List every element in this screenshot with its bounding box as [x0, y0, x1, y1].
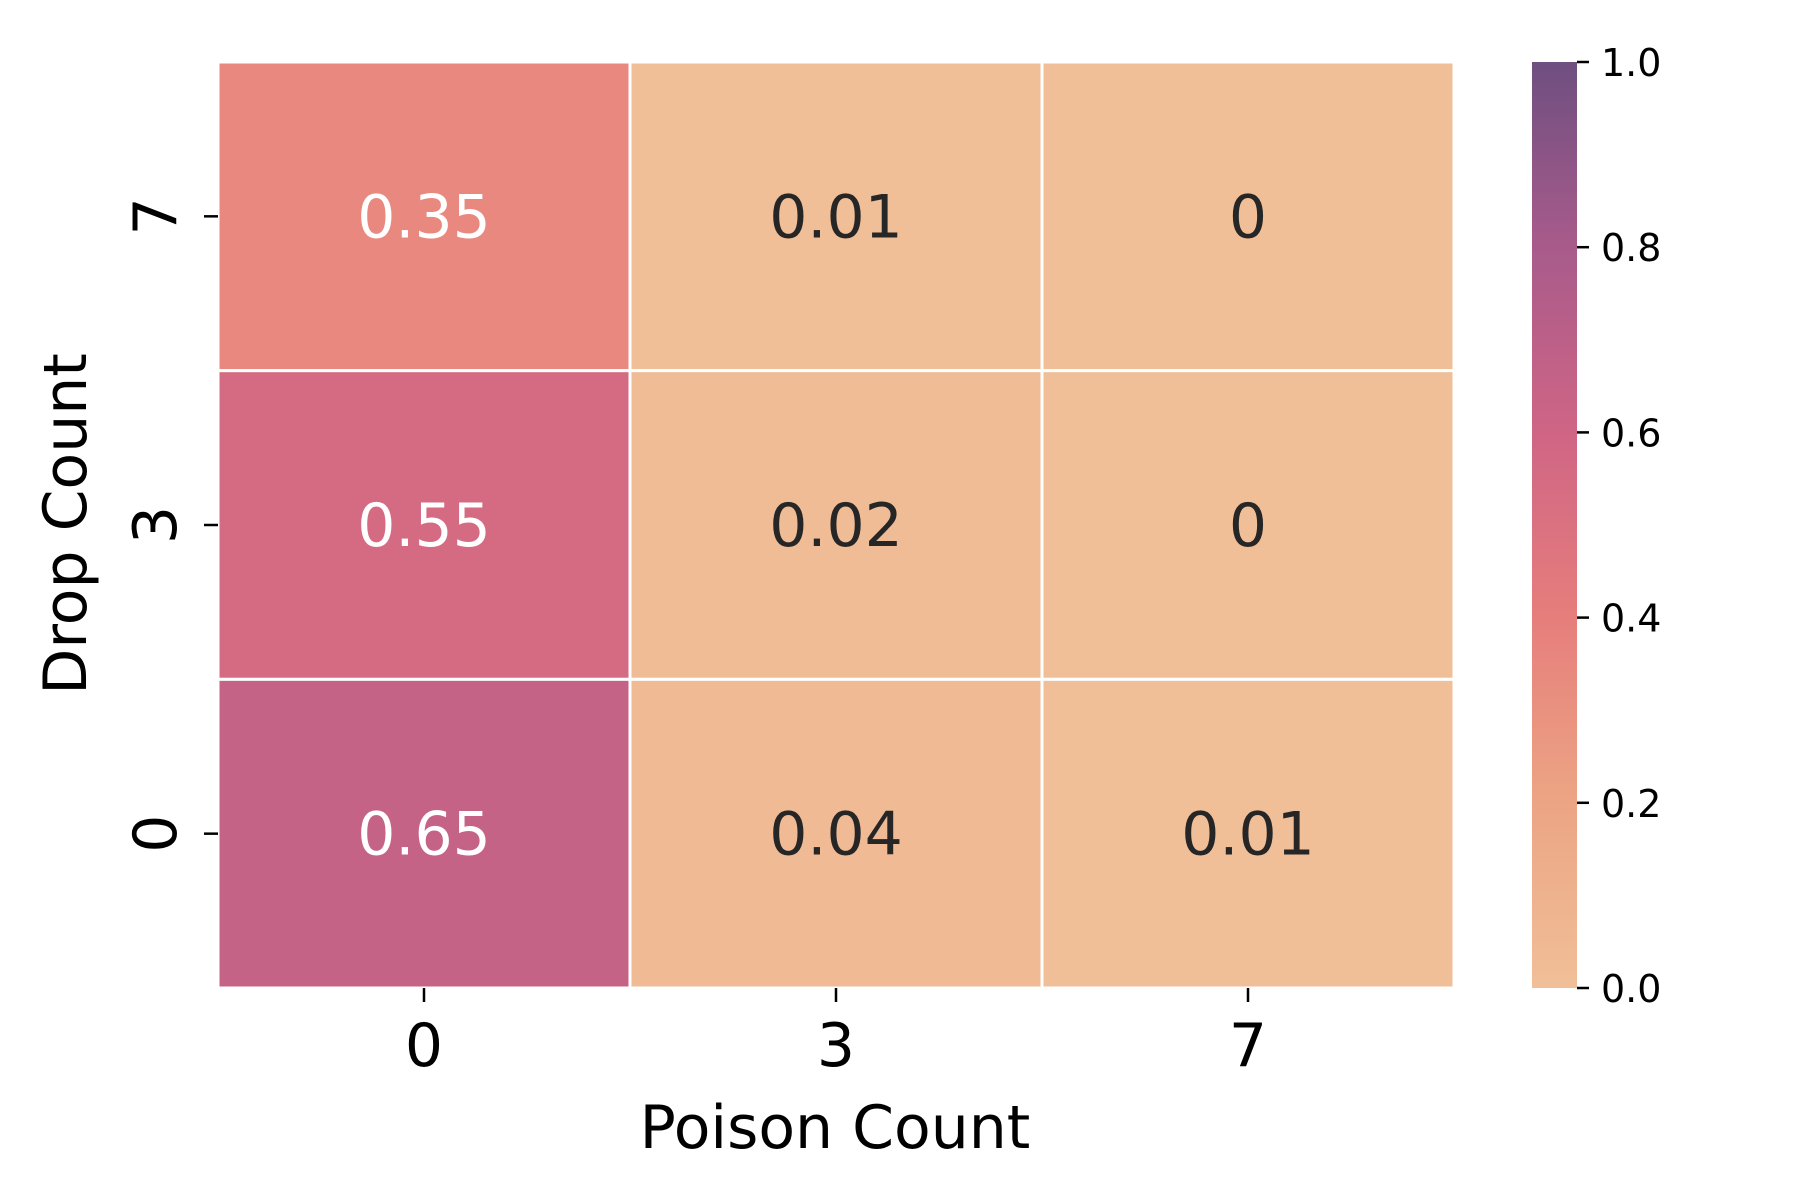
heatmap-cells: 0.35 0.01 0 0.55 0.02 0 0.65 0.04 0.01	[216, 60, 1456, 990]
cell-value-label: 0.02	[769, 491, 903, 561]
colorbar-tick-label: 1.0	[1601, 41, 1661, 85]
cell-value-label: 0.01	[769, 182, 903, 252]
y-tick-label: 3	[121, 506, 191, 544]
heatmap-cell	[216, 60, 632, 373]
colorbar-tick-label: 0.0	[1601, 967, 1661, 1011]
heatmap-cell	[216, 369, 632, 681]
cell-value-label: 0	[1229, 491, 1267, 561]
y-axis-ticks: 7 3 0	[121, 197, 218, 853]
x-axis-label: Poison Count	[640, 1093, 1031, 1163]
heatmap-cell	[1040, 369, 1456, 681]
y-tick-label: 7	[121, 197, 191, 235]
x-tick-label: 0	[405, 1011, 443, 1081]
x-tick-label: 7	[1229, 1011, 1267, 1081]
colorbar-gradient	[1532, 62, 1577, 988]
cell-value-label: 0	[1229, 182, 1267, 252]
y-axis-label: Drop Count	[31, 353, 101, 695]
heatmap-cell	[1040, 60, 1456, 373]
x-tick-label: 3	[817, 1011, 855, 1081]
heatmap-cell	[628, 60, 1044, 373]
colorbar-tick-label: 0.6	[1601, 411, 1661, 455]
heatmap-cell	[628, 369, 1044, 681]
cell-value-label: 0.04	[769, 800, 903, 870]
cell-value-label: 0.01	[1181, 800, 1315, 870]
colorbar-tick-label: 0.2	[1601, 782, 1661, 826]
cell-value-label: 0.35	[357, 182, 491, 252]
cell-value-label: 0.55	[357, 491, 491, 561]
colorbar-tick-label: 0.4	[1601, 597, 1661, 641]
colorbar-tick-label: 0.8	[1601, 226, 1661, 270]
x-axis-ticks: 0 3 7	[405, 988, 1267, 1081]
y-tick-label: 0	[121, 815, 191, 853]
colorbar: 0.0 0.2 0.4 0.6 0.8 1.0	[1532, 41, 1661, 1011]
heatmap-cell	[628, 677, 1044, 990]
cell-value-label: 0.65	[357, 800, 491, 870]
